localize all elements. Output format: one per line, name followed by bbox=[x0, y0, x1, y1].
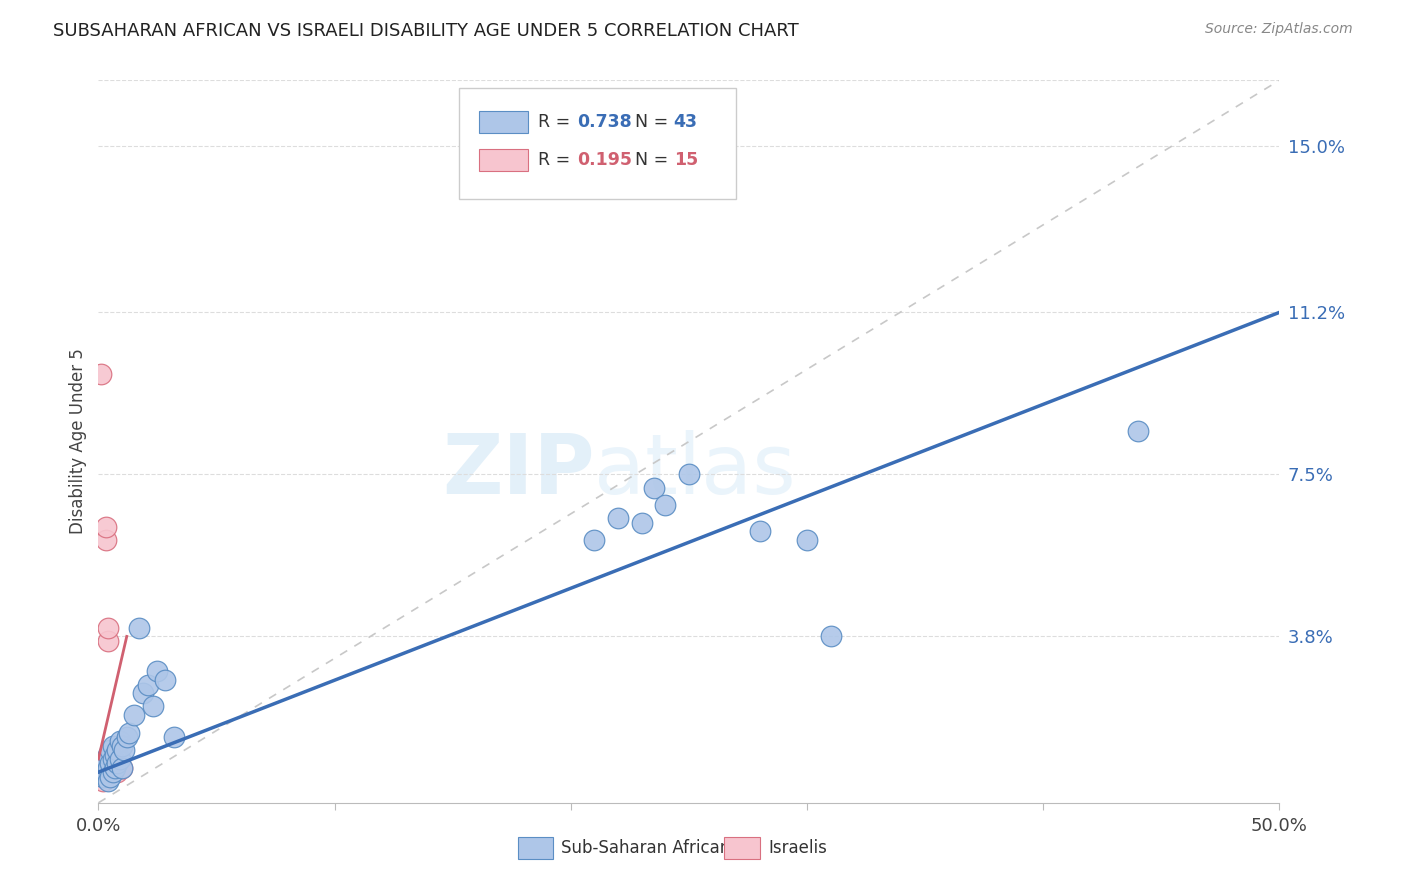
Point bbox=[97, 761, 120, 775]
Point bbox=[820, 629, 842, 643]
Point bbox=[91, 756, 114, 771]
Point bbox=[97, 773, 120, 788]
Point bbox=[583, 533, 606, 547]
Point bbox=[104, 761, 127, 775]
Point bbox=[90, 367, 112, 381]
Point bbox=[1126, 424, 1149, 438]
Point bbox=[136, 677, 159, 691]
Point bbox=[98, 743, 121, 757]
Point bbox=[163, 730, 186, 744]
FancyBboxPatch shape bbox=[458, 87, 737, 200]
Point bbox=[91, 770, 114, 784]
Point bbox=[111, 761, 134, 775]
Bar bbox=[478, 112, 529, 133]
Point bbox=[678, 467, 700, 482]
Text: N =: N = bbox=[634, 113, 673, 131]
Text: 0.738: 0.738 bbox=[576, 113, 631, 131]
Text: SUBSAHARAN AFRICAN VS ISRAELI DISABILITY AGE UNDER 5 CORRELATION CHART: SUBSAHARAN AFRICAN VS ISRAELI DISABILITY… bbox=[53, 22, 799, 40]
Point bbox=[91, 773, 114, 788]
Point bbox=[128, 621, 150, 635]
Point bbox=[630, 516, 652, 530]
Point bbox=[112, 743, 135, 757]
Point bbox=[108, 752, 131, 766]
Text: 15: 15 bbox=[673, 151, 697, 169]
Point bbox=[146, 665, 169, 679]
Point bbox=[94, 752, 117, 766]
Bar bbox=[478, 149, 529, 170]
Point bbox=[94, 765, 117, 780]
Point bbox=[142, 699, 165, 714]
Point bbox=[796, 533, 818, 547]
Point bbox=[98, 752, 121, 766]
Bar bbox=[724, 838, 759, 859]
Point bbox=[654, 498, 676, 512]
Point bbox=[111, 739, 134, 753]
Text: R =: R = bbox=[537, 151, 575, 169]
Point bbox=[90, 761, 112, 775]
Point bbox=[132, 686, 155, 700]
Point bbox=[118, 725, 141, 739]
Text: atlas: atlas bbox=[595, 430, 796, 511]
Text: N =: N = bbox=[634, 151, 673, 169]
Text: 0.195: 0.195 bbox=[576, 151, 631, 169]
Point bbox=[94, 520, 117, 534]
Point bbox=[115, 730, 138, 744]
Point bbox=[607, 511, 630, 525]
Point bbox=[98, 761, 121, 775]
Point bbox=[97, 747, 120, 762]
Point bbox=[122, 708, 145, 723]
Point bbox=[98, 770, 121, 784]
Text: Source: ZipAtlas.com: Source: ZipAtlas.com bbox=[1205, 22, 1353, 37]
Point bbox=[101, 739, 124, 753]
Point bbox=[105, 743, 128, 757]
Point bbox=[98, 756, 121, 771]
Point bbox=[643, 481, 665, 495]
Bar bbox=[517, 838, 553, 859]
Point bbox=[94, 533, 117, 547]
Point bbox=[748, 524, 770, 539]
Point bbox=[97, 633, 120, 648]
Text: 43: 43 bbox=[673, 113, 697, 131]
Point bbox=[104, 761, 127, 775]
Point bbox=[105, 756, 128, 771]
Point bbox=[101, 765, 124, 780]
Text: R =: R = bbox=[537, 113, 575, 131]
Point bbox=[108, 734, 131, 748]
Y-axis label: Disability Age Under 5: Disability Age Under 5 bbox=[69, 349, 87, 534]
Point bbox=[105, 765, 128, 780]
Point bbox=[108, 761, 131, 775]
Point bbox=[97, 621, 120, 635]
Point bbox=[104, 747, 127, 762]
Point bbox=[91, 761, 114, 775]
Text: Sub-Saharan Africans: Sub-Saharan Africans bbox=[561, 839, 740, 857]
Point bbox=[101, 752, 124, 766]
Point bbox=[153, 673, 176, 688]
Point bbox=[111, 761, 134, 775]
Text: ZIP: ZIP bbox=[441, 430, 595, 511]
Text: Israelis: Israelis bbox=[768, 839, 827, 857]
Point bbox=[101, 756, 124, 771]
Point bbox=[90, 761, 112, 775]
